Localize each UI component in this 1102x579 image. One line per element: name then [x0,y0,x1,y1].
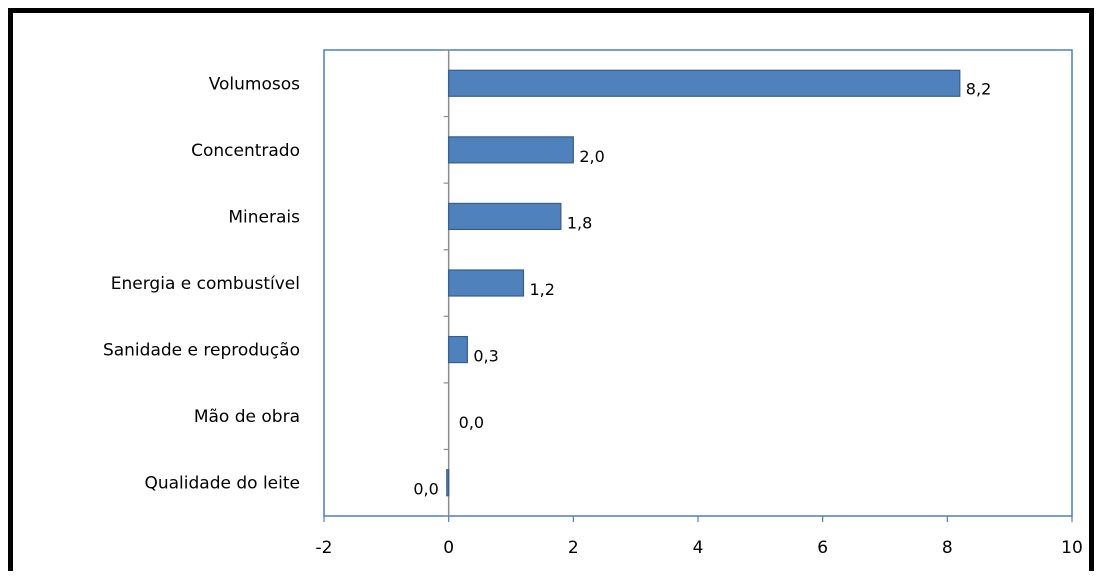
x-tick-label: 6 [817,538,828,558]
bar [448,269,525,297]
bar [448,335,468,364]
x-tick-label: -2 [316,538,333,558]
x-tick-label: 10 [1061,538,1083,558]
category-label: Minerais [228,207,300,227]
x-tick-label: 2 [568,538,579,558]
data-label: 2,0 [579,147,604,166]
category-label: Energia e combustível [111,274,300,294]
data-label: 0,3 [473,347,498,366]
chart-frame [8,8,1094,571]
data-label: 0,0 [413,480,438,499]
data-label: 0,0 [459,413,484,432]
category-label: Qualidade do leite [144,474,300,494]
plot-area-border [323,49,1073,517]
category-label: Volumosos [209,74,300,94]
bar [448,136,574,164]
data-label: 1,8 [567,213,592,232]
x-tick-label: 8 [942,538,953,558]
data-label: 1,2 [529,280,554,299]
x-tick-label: 4 [693,538,704,558]
x-tick-label: 0 [443,538,454,558]
category-label: Concentrado [191,141,300,161]
bar [448,202,562,231]
category-label: Sanidade e reprodução [103,341,300,361]
bar [446,469,450,497]
bar [448,69,961,97]
data-label: 8,2 [966,79,991,98]
category-label: Mão de obra [194,407,300,427]
